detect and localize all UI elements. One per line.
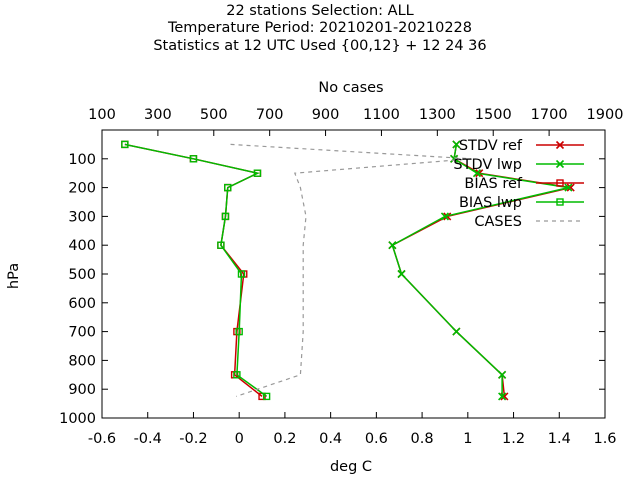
series-point-x — [472, 169, 482, 178]
series-stdv-lwp — [388, 140, 573, 401]
x-tick-label: 1.2 — [502, 431, 525, 447]
x2-tick-label: 1100 — [363, 107, 400, 123]
title-line-1: 22 stations Selection: ALL — [226, 3, 414, 19]
x2-axis-label: No cases — [318, 80, 383, 96]
series-point-square — [233, 371, 241, 379]
legend-label: STDV ref — [459, 138, 523, 154]
x-tick-label: -0.6 — [88, 431, 116, 447]
series-point-x — [498, 370, 507, 379]
x-tick-label: 0.8 — [411, 431, 434, 447]
series-point-x — [452, 327, 461, 336]
series-point-square — [556, 179, 564, 187]
series-lines — [121, 140, 575, 401]
legend-label: STDV lwp — [453, 157, 522, 173]
y-tick-label: 300 — [68, 209, 96, 225]
x-axis-label: deg C — [330, 459, 372, 475]
y-tick-label: 900 — [68, 382, 96, 398]
series-point-x — [450, 154, 459, 163]
y-tick-label: 500 — [68, 267, 96, 283]
series-point-square — [262, 392, 271, 401]
y-tick-label: 100 — [68, 152, 96, 168]
x2-tick-label: 700 — [256, 107, 284, 123]
legend: STDV ref STDV lwp BIAS ref BIAS lwp CASES — [453, 138, 584, 230]
y-tick-label: 400 — [68, 238, 96, 254]
series-point-x — [388, 241, 397, 250]
series-point-square — [253, 169, 262, 177]
series-bias-lwp — [121, 140, 271, 401]
x2-tick-label: 1300 — [419, 107, 456, 123]
series-point-x — [564, 183, 573, 192]
x-tick-label: -0.4 — [134, 431, 162, 447]
plot-frame — [101, 129, 606, 419]
x2-tick-label: 900 — [312, 107, 340, 123]
series-cases — [230, 143, 471, 397]
series-point-square — [224, 183, 232, 192]
x-tick-label: 0 — [235, 431, 244, 447]
series-point-x — [397, 269, 406, 279]
y-tick-label: 200 — [68, 181, 96, 197]
x-tick-label: -0.2 — [179, 431, 207, 447]
y-tick-label: 600 — [68, 296, 96, 312]
y-tick-label: 700 — [68, 325, 96, 341]
legend-label: BIAS lwp — [459, 195, 522, 211]
title-line-3: Statistics at 12 UTC Used {00,12} + 12 2… — [153, 38, 486, 54]
y-tick-label: 800 — [68, 353, 96, 369]
series-point-x — [452, 140, 461, 149]
x-tick-label: 1 — [463, 431, 472, 447]
title-line-2: Temperature Period: 20210201-20210228 — [167, 20, 472, 36]
series-line — [391, 144, 569, 397]
x-tick-label: 0.4 — [319, 431, 342, 447]
y-tick-label: 1000 — [59, 411, 96, 427]
series-line — [124, 143, 268, 398]
legend-label: BIAS ref — [464, 176, 523, 192]
x2-tick-label: 500 — [200, 107, 228, 123]
x2-tick-label: 1500 — [475, 107, 512, 123]
series-point-square — [189, 155, 198, 163]
series-point-square — [217, 241, 225, 249]
y-axis-label: hPa — [6, 263, 22, 289]
chart-title: 22 stations Selection: ALL Temperature P… — [153, 3, 486, 54]
series-point-x — [555, 159, 565, 169]
series-point-square — [556, 198, 564, 206]
series-point-x — [498, 392, 507, 401]
legend-label: CASES — [474, 214, 522, 230]
series-point-square — [121, 140, 129, 149]
series-point-x — [566, 183, 575, 192]
series-point-x — [440, 212, 450, 221]
x2-tick-label: 1700 — [531, 107, 568, 123]
series-point-square — [235, 327, 243, 336]
series-point-x — [555, 140, 565, 150]
x-tick-label: 1.6 — [593, 431, 616, 447]
series-line — [230, 143, 471, 397]
series-point-square — [221, 212, 230, 221]
x-tick-label: 0.2 — [273, 431, 296, 447]
x-tick-label: 0.6 — [365, 431, 388, 447]
x2-tick-label: 100 — [88, 107, 116, 123]
axis-ticks: -0.6 -0.4 -0.2 0 0.2 0.4 0.6 0.8 1 1.2 1.4 1.6 100 30… — [59, 107, 623, 447]
x2-tick-label: 300 — [144, 107, 172, 123]
series-point-square — [237, 270, 246, 278]
x2-tick-label: 1900 — [587, 107, 624, 123]
x-tick-label: 1.4 — [548, 431, 571, 447]
